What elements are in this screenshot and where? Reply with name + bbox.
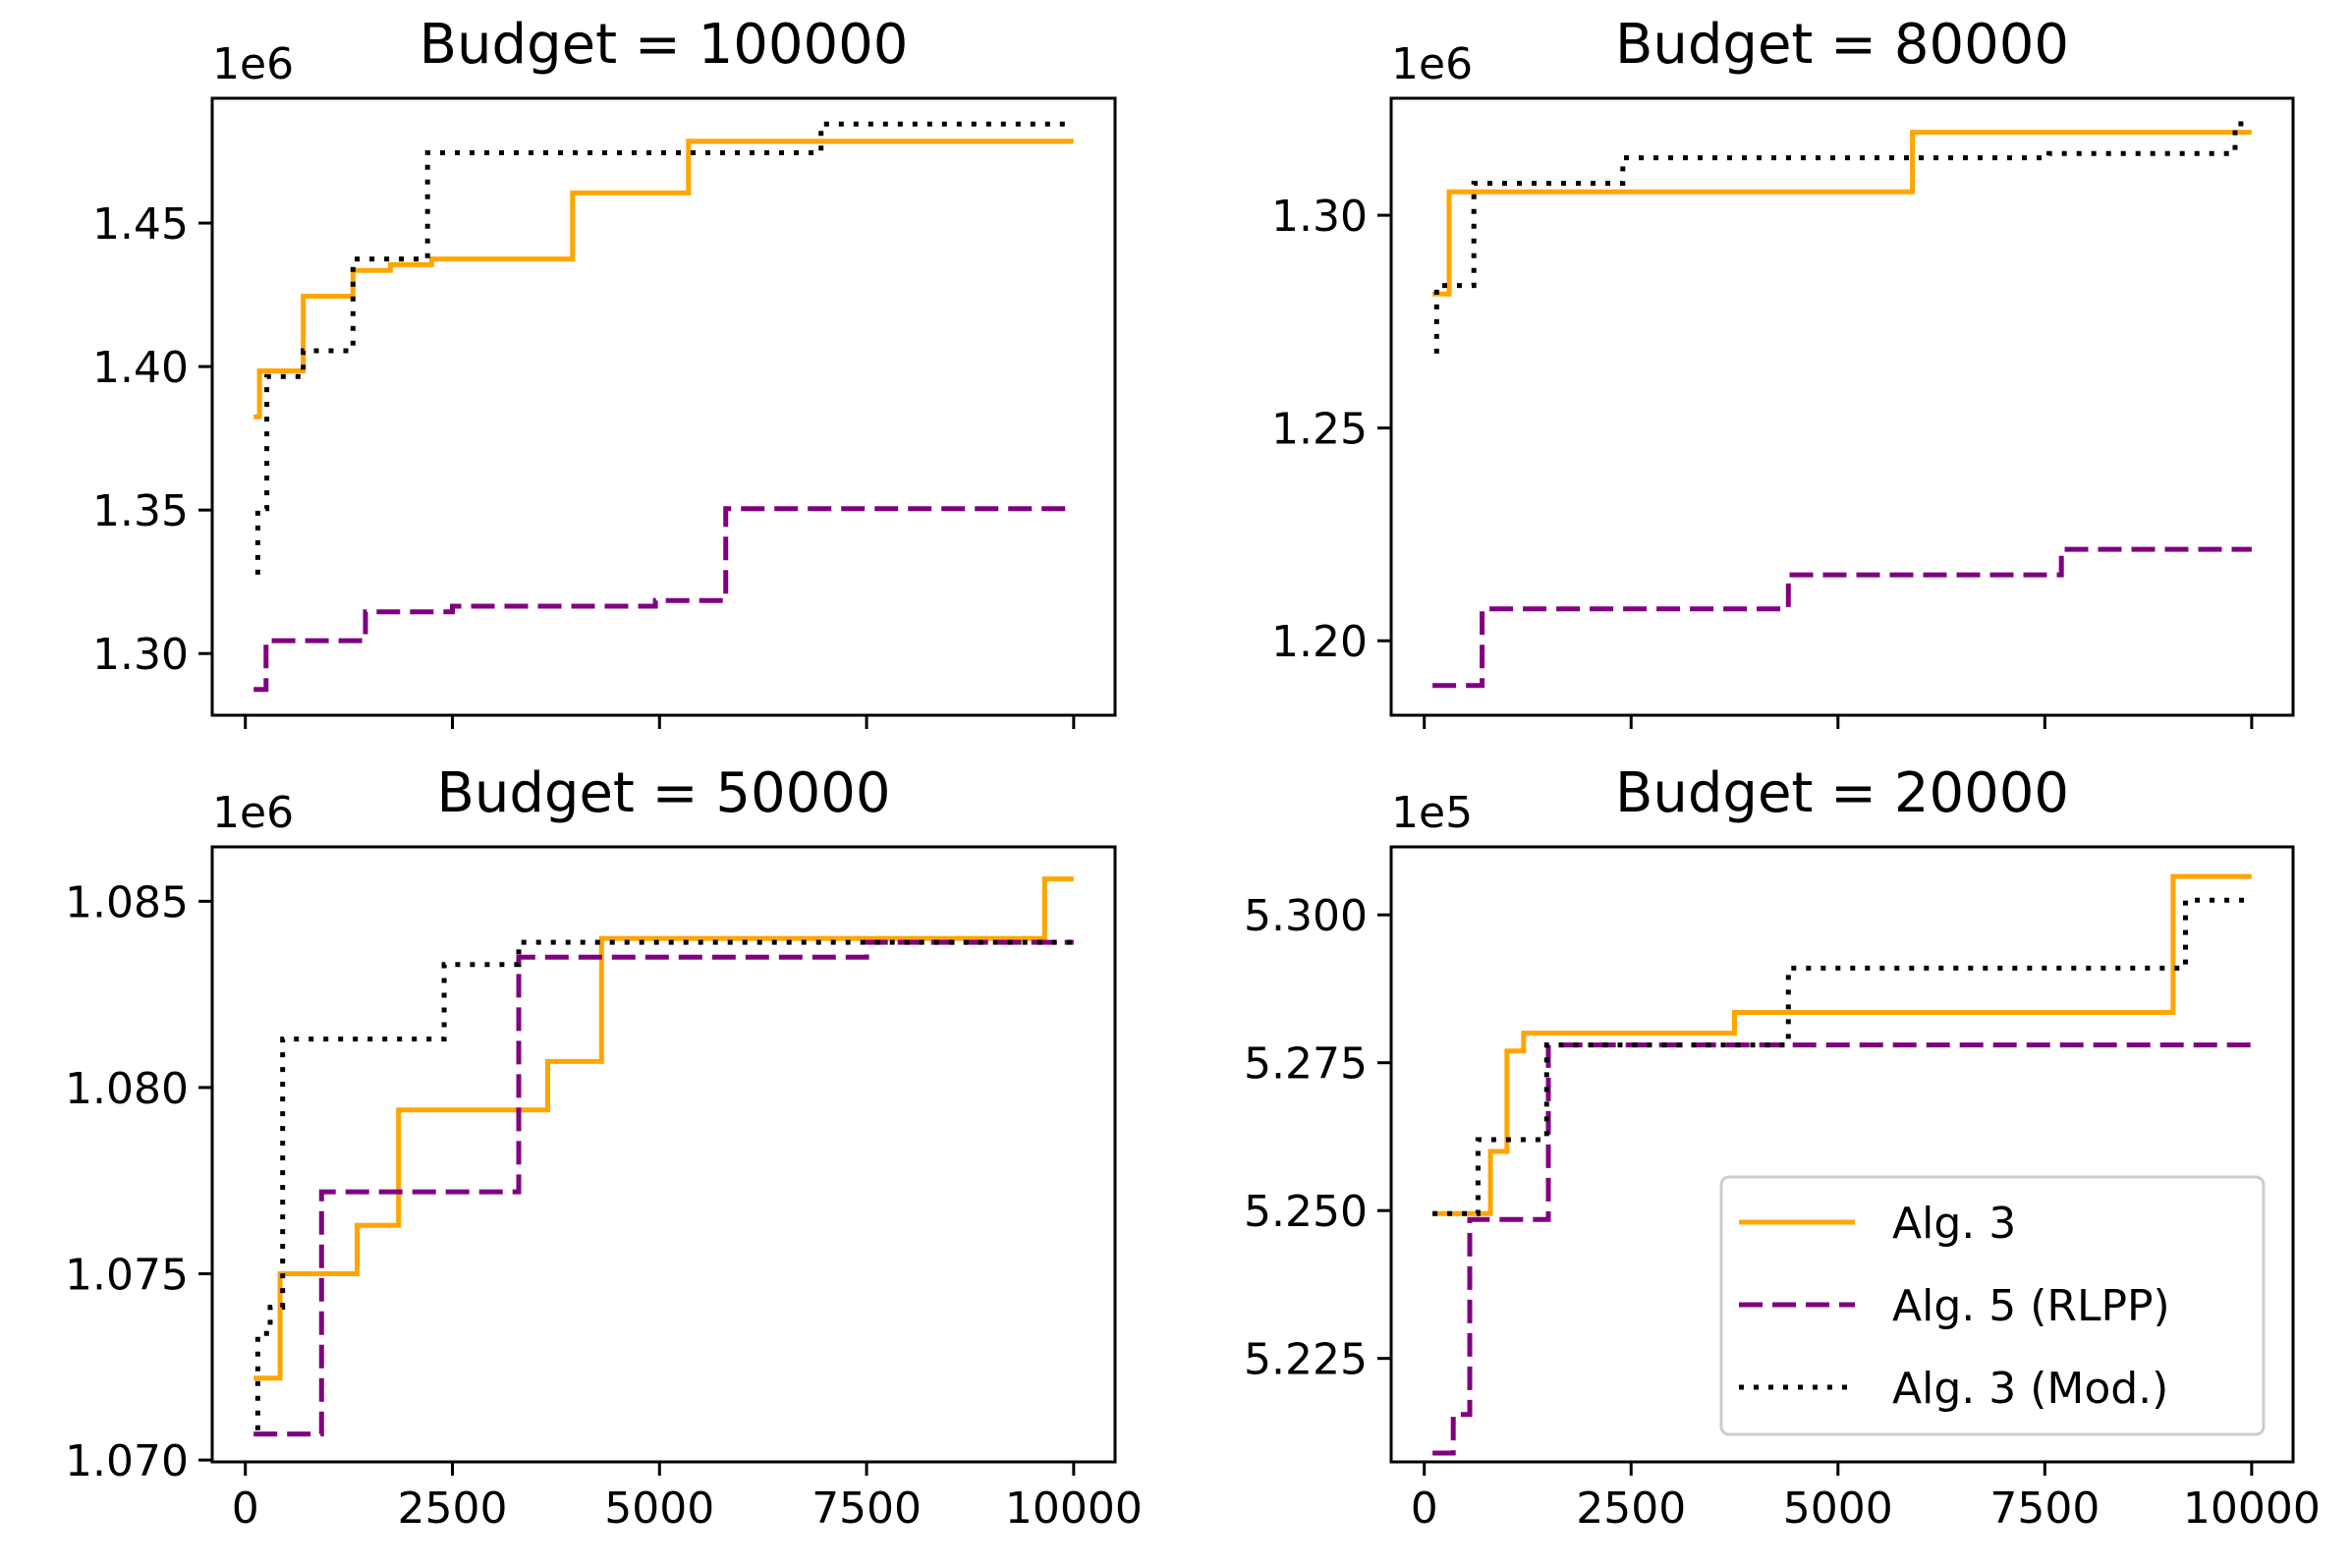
axes-frame <box>1389 845 2295 1464</box>
x-tick-label: 10000 <box>2183 1484 2321 1534</box>
series-line-alg-5-rlpp <box>1432 546 2252 689</box>
legend-label: Alg. 5 (RLPP) <box>1892 1281 2170 1331</box>
series-line-alg-3 <box>1432 873 2252 1216</box>
y-tick-label: 1.30 <box>1271 192 1368 242</box>
subplot-2: 1.20 1.25 1.30 1e6 Budget = 80000 <box>1271 13 2295 729</box>
series-line-alg-5-rlpp <box>253 939 1074 1437</box>
y-tick-label: 1.45 <box>92 199 189 250</box>
subplot-title: Budget = 20000 <box>1615 761 2069 825</box>
x-tick-label: 2500 <box>398 1484 508 1534</box>
series-line-alg-3 <box>253 876 1074 1381</box>
subplot-4: 0 2500 5000 7500 10000 5.225 5.250 5.275 5.300 1e… <box>1244 761 2321 1534</box>
x-tick-label: 0 <box>232 1484 259 1534</box>
x-tick-label: 7500 <box>812 1484 922 1534</box>
subplot-3: 0 2500 5000 7500 10000 1.070 1.075 1.080 1.085 1e… <box>65 761 1143 1534</box>
legend-label: Alg. 3 (Mod.) <box>1892 1364 2168 1414</box>
series-line-alg-3-mod <box>1432 897 2252 1216</box>
legend-label: Alg. 3 <box>1892 1199 2016 1249</box>
axes-frame <box>1389 96 2295 717</box>
y-offset-label: 1e5 <box>1391 788 1473 838</box>
y-tick-label: 1.35 <box>92 486 189 536</box>
x-tick-label: 7500 <box>1989 1484 2100 1534</box>
y-offset-label: 1e6 <box>212 39 294 89</box>
series-line-alg-3-mod <box>254 121 1074 575</box>
y-tick-label: 5.275 <box>1244 1039 1368 1090</box>
y-tick-label: 1.080 <box>65 1064 189 1114</box>
x-tick-label: 10000 <box>1005 1484 1143 1534</box>
axes-frame <box>210 845 1117 1464</box>
legend: Alg. 3 Alg. 5 (RLPP) Alg. 3 (Mod.) <box>1719 1175 2266 1436</box>
y-tick-label: 5.300 <box>1244 891 1368 941</box>
x-tick-label: 5000 <box>604 1484 714 1534</box>
x-tick-label: 0 <box>1411 1484 1438 1534</box>
series-line-alg-3-mod <box>254 939 1074 1430</box>
series-line-alg-3-mod <box>1433 121 2252 354</box>
y-tick-label: 1.25 <box>1271 405 1368 455</box>
x-tick-label: 5000 <box>1783 1484 1893 1534</box>
series-line-alg-5-rlpp <box>253 506 1074 693</box>
y-tick-label: 5.225 <box>1244 1335 1368 1385</box>
subplot-title: Budget = 80000 <box>1615 13 2069 77</box>
y-offset-label: 1e6 <box>212 788 294 838</box>
y-offset-label: 1e6 <box>1391 39 1473 89</box>
y-tick-label: 1.070 <box>65 1436 189 1486</box>
y-tick-label: 1.30 <box>92 630 189 680</box>
subplot-title: Budget = 50000 <box>436 761 890 825</box>
series-line-alg-3 <box>253 139 1074 420</box>
y-tick-label: 1.20 <box>1271 617 1368 667</box>
subplot-title: Budget = 100000 <box>420 13 909 77</box>
legend-box <box>1719 1175 2266 1436</box>
y-tick-label: 5.250 <box>1244 1187 1368 1237</box>
series-line-alg-3 <box>1432 130 2252 297</box>
axes-frame <box>210 96 1117 717</box>
series-line-alg-5-rlpp <box>1432 1042 2252 1456</box>
y-tick-label: 1.40 <box>92 343 189 393</box>
y-tick-label: 1.075 <box>65 1251 189 1301</box>
y-tick-label: 1.085 <box>65 877 189 927</box>
x-tick-label: 2500 <box>1576 1484 1686 1534</box>
subplot-1: 1.30 1.35 1.40 1.45 1e6 Budget = 100000 <box>92 13 1117 729</box>
